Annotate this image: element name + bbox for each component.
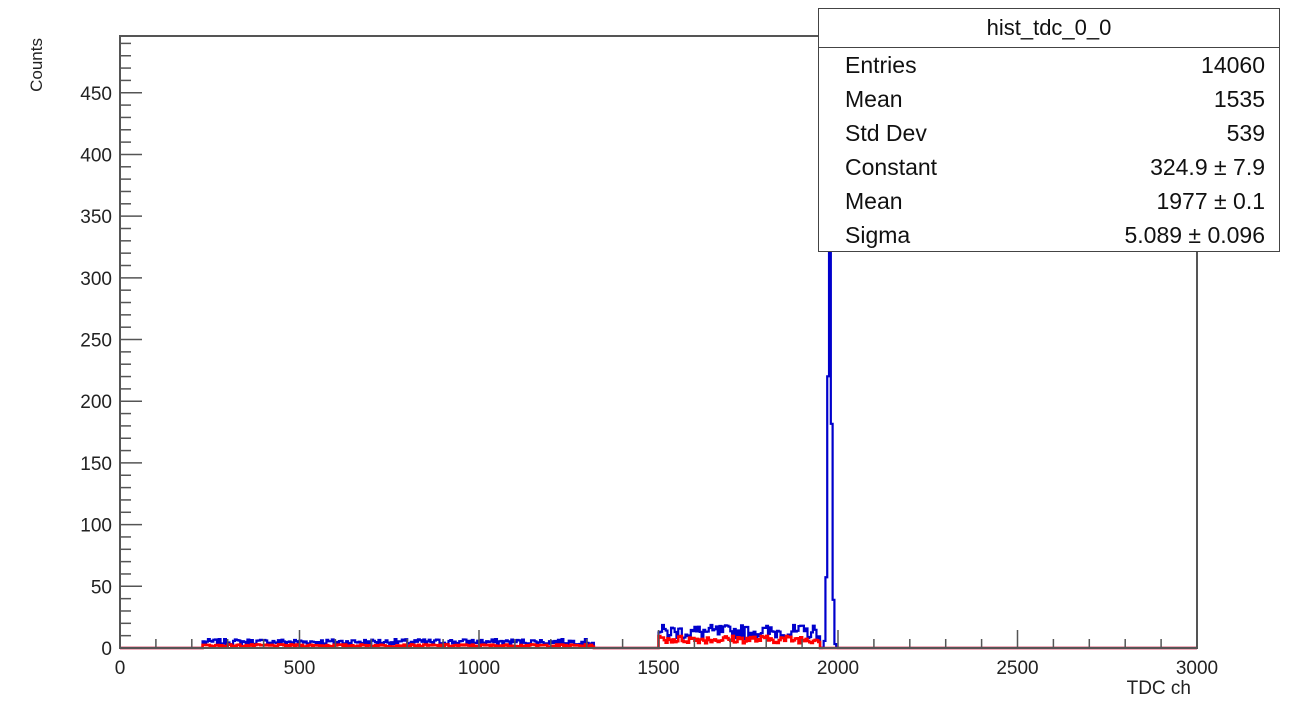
x-tick-label: 1000 [458, 658, 500, 679]
stats-value: 1535 [1213, 86, 1265, 112]
stats-row-constant: Constant 324.9 ± 7.9 [819, 150, 1279, 184]
stats-label: Entries [845, 52, 917, 78]
stats-value: 539 [1226, 120, 1265, 146]
y-tick-label: 150 [80, 454, 112, 475]
x-tick-label: 2000 [817, 658, 859, 679]
x-tick-label: 500 [284, 658, 316, 679]
stats-box-title: hist_tdc_0_0 [819, 9, 1279, 48]
stats-label: Mean [845, 188, 903, 214]
stats-row-sigma: Sigma 5.089 ± 0.096 [819, 218, 1279, 252]
stats-label: Constant [845, 154, 938, 180]
y-tick-label: 100 [80, 516, 112, 537]
y-tick-label: 200 [80, 392, 112, 413]
stats-row-entries: Entries 14060 [819, 48, 1279, 82]
x-tick-label: 1500 [637, 658, 679, 679]
x-tick-label: 3000 [1176, 658, 1218, 679]
y-tick-label: 300 [80, 269, 112, 290]
stats-label: Mean [845, 86, 903, 112]
x-tick-label: 2500 [996, 658, 1038, 679]
stats-row-fit-mean: Mean 1977 ± 0.1 [819, 184, 1279, 218]
x-tick-label: 0 [115, 658, 126, 679]
stats-row-std-dev: Std Dev 539 [819, 116, 1279, 150]
stats-value: 5.089 ± 0.096 [1124, 222, 1265, 248]
y-tick-label: 250 [80, 331, 112, 352]
stats-value: 14060 [1201, 52, 1265, 78]
histogram-series-0 [120, 247, 1197, 650]
y-tick-label: 400 [80, 145, 112, 166]
y-tick-label: 350 [80, 207, 112, 228]
y-tick-label: 450 [80, 84, 112, 105]
stats-value: 1977 ± 0.1 [1156, 188, 1265, 214]
y-tick-label: 0 [101, 639, 112, 660]
y-axis-label: Counts [27, 38, 46, 92]
stats-label: Std Dev [845, 120, 927, 146]
y-tick-label: 50 [91, 577, 112, 598]
x-axis-label: TDC ch [1127, 678, 1191, 699]
stats-label: Sigma [845, 222, 911, 248]
stats-row-mean: Mean 1535 [819, 82, 1279, 116]
stats-box: hist_tdc_0_0 Entries 14060 Mean 1535 Std… [818, 8, 1280, 252]
stats-value: 324.9 ± 7.9 [1150, 154, 1265, 180]
